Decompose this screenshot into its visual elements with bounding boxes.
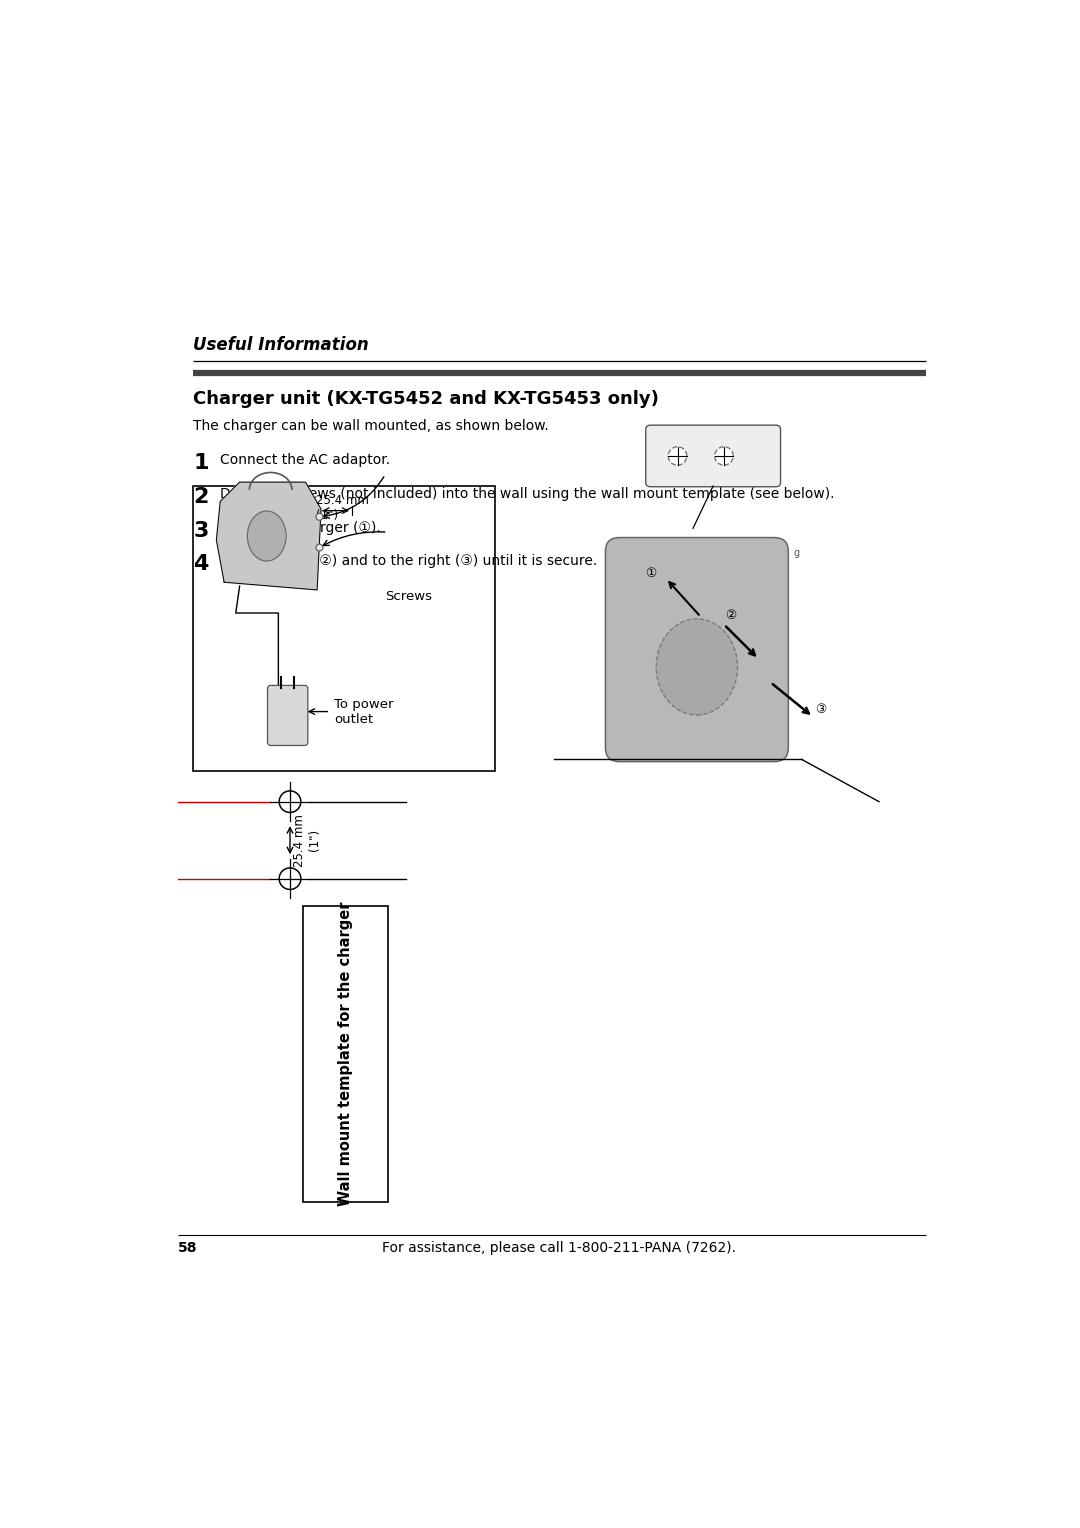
Ellipse shape <box>657 619 738 715</box>
Text: ①: ① <box>645 567 657 579</box>
Circle shape <box>279 792 301 813</box>
Text: For assistance, please call 1-800-211-PANA (7262).: For assistance, please call 1-800-211-PA… <box>382 1241 737 1256</box>
FancyBboxPatch shape <box>646 425 781 487</box>
Text: 1: 1 <box>193 452 208 472</box>
Text: 3: 3 <box>193 521 208 541</box>
Text: 58: 58 <box>177 1241 198 1256</box>
FancyBboxPatch shape <box>268 686 308 746</box>
Circle shape <box>279 868 301 889</box>
Text: Wall mount template for the charger: Wall mount template for the charger <box>338 902 353 1206</box>
Circle shape <box>715 446 733 465</box>
Text: Connect the AC adaptor.: Connect the AC adaptor. <box>220 452 390 468</box>
Text: 25.4 mm
(1"): 25.4 mm (1") <box>315 494 368 521</box>
Text: Useful Information: Useful Information <box>193 336 369 354</box>
Circle shape <box>316 544 323 552</box>
Text: ③: ③ <box>815 703 826 717</box>
Text: To power
outlet: To power outlet <box>334 698 394 726</box>
Ellipse shape <box>247 510 286 561</box>
Bar <box>193 486 496 770</box>
Text: 25.4 mm
(1"): 25.4 mm (1") <box>293 814 321 866</box>
Text: ②: ② <box>726 610 737 622</box>
Circle shape <box>669 446 687 465</box>
FancyBboxPatch shape <box>606 538 788 761</box>
Text: Drive the screws (not included) into the wall using the wall mount template (see: Drive the screws (not included) into the… <box>220 487 835 501</box>
Text: Charger unit (KX-TG5452 and KX-TG5453 only): Charger unit (KX-TG5452 and KX-TG5453 on… <box>193 390 659 408</box>
Text: Mount the charger (①).: Mount the charger (①). <box>220 521 381 535</box>
Text: Screws: Screws <box>386 590 432 604</box>
Text: 4: 4 <box>193 555 208 575</box>
Text: The charger can be wall mounted, as shown below.: The charger can be wall mounted, as show… <box>193 419 549 432</box>
Text: Slide it down (②) and to the right (③) until it is secure.: Slide it down (②) and to the right (③) u… <box>220 555 597 568</box>
Text: 2: 2 <box>193 487 208 507</box>
Circle shape <box>316 513 323 520</box>
Text: g: g <box>794 547 800 558</box>
Bar <box>303 906 389 1203</box>
Polygon shape <box>216 483 321 590</box>
